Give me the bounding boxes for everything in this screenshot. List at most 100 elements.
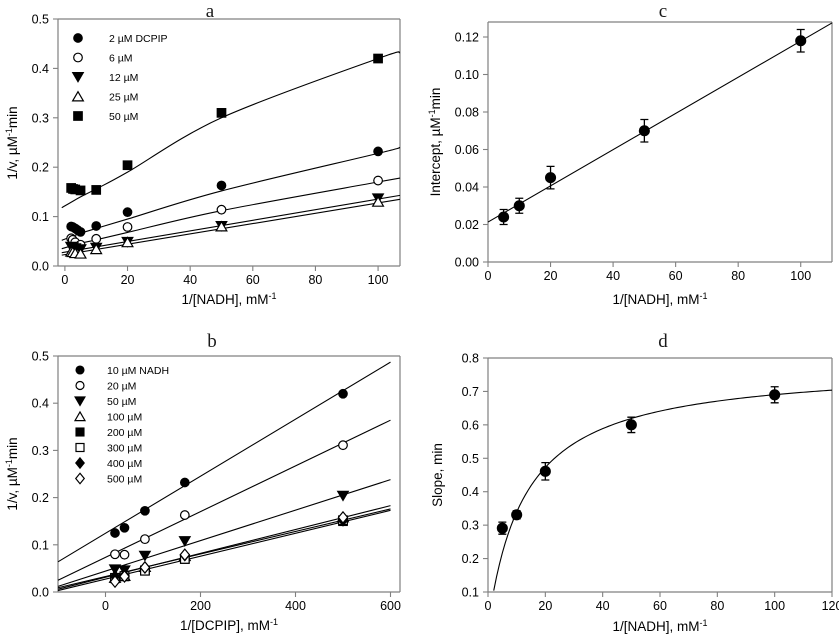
fit-line (61, 146, 401, 241)
filled-square-marker (216, 108, 227, 118)
panel-a-xaxis-title: 1/[NADH], mM-1 (181, 291, 276, 307)
panel-b-yaxis-title: 1/v, µM-1min (4, 437, 20, 510)
filled-circle-marker (122, 207, 133, 218)
axis-tick-label: 40 (596, 599, 610, 613)
panel-a-yaxis-title: 1/v, µM-1min (4, 106, 20, 179)
panel-a-frame (57, 18, 401, 267)
panel-d: d 0 20 40 60 80 100 120 0.1 0.2 0.3 0.4 0.5 0.6 0.7 0… (420, 320, 839, 637)
panel-a-legend: 2 µM DCPIP 6 µM 12 µM 25 µM 50 µM (71, 33, 168, 123)
axis-tick-label: 0.4 (32, 397, 49, 411)
axis-tick-label: 80 (731, 269, 745, 283)
axis-tick-label: 20 (538, 599, 552, 613)
axis-tick-label: 0.3 (32, 444, 49, 458)
open-circle-marker (216, 204, 227, 215)
filled-circle-marker (539, 465, 551, 477)
axis-tick-label: 80 (308, 273, 322, 287)
open-diamond-marker (109, 575, 121, 589)
axis-tick-label: 0.4 (32, 62, 49, 76)
open-diamond-marker (139, 560, 151, 574)
filled-triangle-down-marker (336, 490, 350, 502)
filled-square-marker (75, 427, 85, 437)
panel-c-frame (487, 21, 833, 263)
filled-circle-marker (119, 522, 130, 533)
filled-circle-marker (511, 509, 523, 521)
axis-tick-label: 40 (183, 273, 197, 287)
axis-tick-label: 0.06 (455, 143, 479, 157)
panel-a: a 0 20 40 60 80 100 0.0 0.1 0.2 0.3 0.4 0.5 2 µM D… (0, 0, 420, 320)
axis-tick-label: 0.3 (32, 111, 49, 125)
open-diamond-marker (337, 510, 349, 524)
axis-tick-label: 0 (61, 273, 68, 287)
filled-circle-marker (513, 200, 525, 212)
panel-a-letter: a (206, 1, 215, 22)
open-triangle-up-marker (71, 90, 85, 102)
axis-tick-label: 200 (190, 599, 211, 613)
axis-tick-label: 0.0 (32, 260, 49, 274)
panel-d-yaxis-title: Slope, min (430, 443, 445, 507)
filled-square-marker (91, 185, 102, 195)
legend-label: 6 µM (109, 53, 133, 65)
open-circle-marker (91, 233, 102, 244)
open-circle-marker (122, 222, 133, 232)
panel-d-xaxis-title: 1/[NADH], mM-1 (612, 618, 707, 634)
axis-tick-label: 40 (606, 269, 620, 283)
axis-tick-label: 0.6 (462, 418, 479, 432)
filled-circle-marker (496, 522, 508, 534)
filled-circle-marker (91, 221, 102, 231)
panel-c-chart: c 0 20 40 60 80 100 0.000.020.040.060.080.100… (427, 1, 833, 307)
open-circle-marker (110, 549, 120, 560)
panel-c-x-ticks: 0 20 40 60 80 100 (485, 262, 811, 283)
filled-circle-marker (110, 528, 120, 538)
legend-label: 500 µM (107, 474, 142, 486)
filled-circle-marker (795, 35, 807, 47)
regression-line (487, 22, 833, 223)
axis-tick-label: 0.8 (462, 352, 479, 366)
panel-d-letter: d (658, 331, 668, 352)
filled-circle-marker (638, 125, 650, 137)
filled-square-marker (75, 185, 86, 196)
panel-c: c 0 20 40 60 80 100 0.00 0.02 0.04 0.06 0.08 0.10 0… (420, 0, 839, 320)
legend-label: 2 µM DCPIP (109, 33, 168, 45)
legend-label: 10 µM NADH (107, 365, 169, 377)
axis-tick-label: 100 (764, 599, 785, 613)
filled-square-marker (122, 160, 133, 171)
filled-triangle-down-marker (178, 536, 192, 547)
axis-tick-label: 0 (485, 269, 492, 283)
axis-tick-label: 60 (669, 269, 683, 283)
panel-d-frame (487, 357, 833, 593)
panel-b-plot-area (57, 361, 391, 592)
axis-tick-label: 0.2 (462, 552, 479, 566)
open-triangle-up-marker (371, 195, 385, 207)
open-circle-marker (373, 175, 383, 186)
legend-label: 300 µM (107, 443, 142, 455)
open-circle-marker (338, 440, 348, 451)
axis-tick-label: 0.5 (462, 452, 479, 466)
open-triangle-up-marker (73, 410, 87, 422)
axis-tick-label: 0.1 (462, 586, 479, 600)
axis-tick-label: 60 (653, 599, 667, 613)
open-triangle-up-marker (121, 236, 134, 248)
panel-b-letter: b (207, 331, 217, 352)
panel-c-letter: c (659, 1, 667, 22)
panel-d-x-ticks: 0 20 40 60 80 100 120 (485, 592, 839, 613)
legend-label: 400 µM (107, 458, 142, 470)
legend-label: 12 µM (109, 72, 138, 84)
filled-triangle-down-marker (138, 550, 152, 562)
axis-tick-label: 60 (246, 273, 260, 287)
open-triangle-up-marker (89, 243, 103, 255)
legend-label: 20 µM (107, 381, 136, 393)
axis-tick-label: 0.10 (455, 68, 479, 82)
panel-c-xaxis-title: 1/[NADH], mM-1 (612, 291, 707, 307)
open-triangle-up-marker (215, 220, 228, 232)
open-diamond-marker (74, 472, 86, 485)
open-circle-marker (140, 534, 150, 545)
axis-tick-label: 400 (285, 599, 306, 613)
legend-label: 25 µM (109, 92, 138, 104)
filled-circle-marker (140, 505, 150, 516)
filled-triangle-down-marker (71, 72, 85, 83)
axis-tick-label: 0.4 (462, 485, 479, 499)
panel-b-legend: 10 µM NADH 20 µM 50 µM 100 µM 200 µM 300 µM 40… (73, 365, 169, 486)
axis-tick-label: 0.08 (455, 106, 479, 120)
filled-circle-marker (769, 389, 781, 401)
open-diamond-marker (119, 569, 130, 583)
